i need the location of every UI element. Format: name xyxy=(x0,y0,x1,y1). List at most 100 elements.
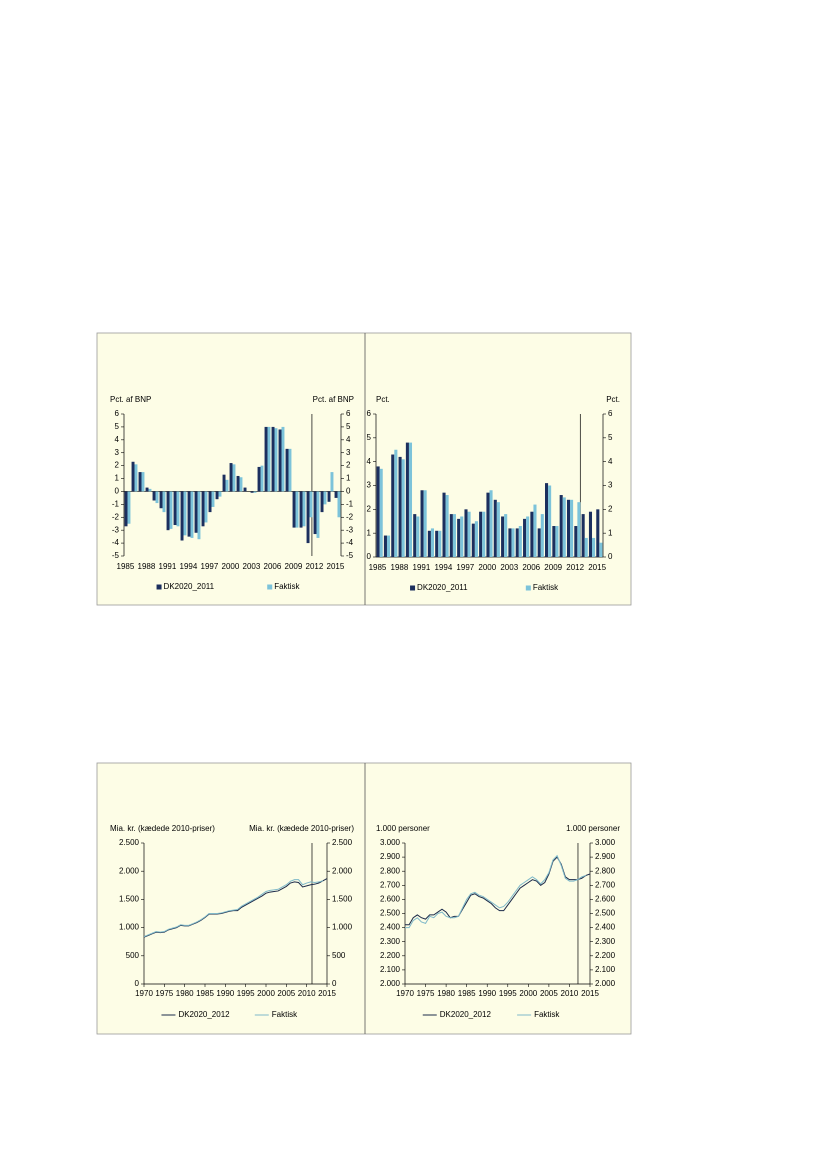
y-tick-label: 6 xyxy=(115,409,120,418)
y2-tick-label: 2.300 xyxy=(595,937,616,946)
y-tick-label: 4 xyxy=(115,435,120,444)
legend-swatch xyxy=(525,585,531,591)
bar xyxy=(169,491,173,529)
bar xyxy=(515,528,519,557)
y2-tick-label: 5 xyxy=(346,422,351,431)
x-tick-label: 1988 xyxy=(138,562,156,571)
bar xyxy=(159,491,163,509)
y2-tick-label: 1.000 xyxy=(332,923,353,932)
bar xyxy=(566,499,571,557)
bar xyxy=(540,514,544,557)
y-tick-label: 1 xyxy=(367,528,372,537)
bar xyxy=(313,491,317,535)
x-tick-label: 2003 xyxy=(500,563,518,572)
x-tick-label: 1985 xyxy=(369,563,387,572)
bar xyxy=(493,499,497,557)
x-tick-label: 2010 xyxy=(298,989,316,998)
bar xyxy=(173,491,177,526)
y2-axis-title: Pct. af BNP xyxy=(313,395,354,404)
y-tick-label: 1.000 xyxy=(119,923,140,932)
y-tick-label: 3 xyxy=(367,481,372,490)
y-tick-label: -1 xyxy=(112,499,120,508)
bar xyxy=(306,491,310,544)
y2-tick-label: 2.600 xyxy=(595,895,616,904)
x-tick-label: 1994 xyxy=(180,562,198,571)
bar xyxy=(430,528,434,557)
bar xyxy=(570,499,574,557)
bar xyxy=(260,465,264,492)
bar xyxy=(526,516,530,557)
y-tick-label: 2.700 xyxy=(380,880,401,889)
y2-tick-label: 3.000 xyxy=(595,838,616,847)
bar xyxy=(552,526,556,557)
legend-label: Faktisk xyxy=(272,1010,298,1019)
legend-label: Faktisk xyxy=(534,1010,560,1019)
bar xyxy=(386,535,391,557)
bar xyxy=(379,468,383,557)
y2-tick-label: 2.500 xyxy=(595,909,616,918)
y2-tick-label: 2.700 xyxy=(595,880,616,889)
bar xyxy=(592,537,596,557)
y2-axis-title: Mia. kr. (kædede 2010-priser) xyxy=(249,824,354,833)
bar xyxy=(504,514,508,557)
bar xyxy=(187,491,191,537)
x-tick-label: 1970 xyxy=(135,989,153,998)
bar xyxy=(460,516,464,557)
bar xyxy=(464,509,468,557)
bar xyxy=(218,491,222,497)
bar xyxy=(577,502,581,557)
y-tick-label: 4 xyxy=(367,457,372,466)
x-tick-label: 2012 xyxy=(306,562,324,571)
bar xyxy=(295,491,299,528)
bar xyxy=(225,479,229,492)
bar xyxy=(337,491,341,518)
y-tick-label: 2.400 xyxy=(380,923,401,932)
bar xyxy=(183,491,187,536)
y-axis-title: Mia. kr. (kædede 2010-priser) xyxy=(110,824,215,833)
bar xyxy=(124,491,128,527)
bar xyxy=(588,511,593,557)
y2-tick-label: 0 xyxy=(332,979,337,988)
x-tick-label: 2015 xyxy=(327,562,345,571)
bar xyxy=(232,464,236,492)
legend-label: DK2020_2011 xyxy=(164,582,215,591)
bar xyxy=(176,491,180,527)
x-tick-label: 1970 xyxy=(396,989,414,998)
y-axis-title: Pct. xyxy=(376,395,390,404)
bar xyxy=(257,466,261,492)
bar xyxy=(292,491,296,528)
bar xyxy=(236,475,240,492)
bar xyxy=(394,449,398,557)
legend-label: Faktisk xyxy=(274,582,300,591)
bar xyxy=(211,491,215,507)
x-tick-label: 2009 xyxy=(544,563,562,572)
x-tick-label: 1990 xyxy=(478,989,496,998)
y-tick-label: 2.800 xyxy=(380,866,401,875)
bar xyxy=(489,490,493,557)
legend-label: Faktisk xyxy=(533,583,559,592)
x-tick-label: 2009 xyxy=(285,562,303,571)
y2-tick-label: 1.500 xyxy=(332,895,353,904)
bar xyxy=(383,535,387,557)
y2-tick-label: -5 xyxy=(346,551,354,560)
bar xyxy=(438,530,442,557)
bar xyxy=(584,537,588,557)
y-tick-label: 1.500 xyxy=(119,895,140,904)
bar xyxy=(215,491,219,500)
legend-label: DK2020_2011 xyxy=(417,583,468,592)
x-tick-label: 1997 xyxy=(201,562,219,571)
y2-tick-label: -1 xyxy=(346,499,354,508)
bar xyxy=(559,495,563,557)
y2-tick-label: 2 xyxy=(608,504,613,513)
y2-axis-title: Pct. xyxy=(606,395,620,404)
y-tick-label: 3 xyxy=(115,448,120,457)
y2-tick-label: 3 xyxy=(608,481,613,490)
x-tick-label: 1991 xyxy=(159,562,177,571)
y-tick-label: 500 xyxy=(126,951,140,960)
bar xyxy=(134,464,138,492)
y-tick-label: 2.100 xyxy=(380,965,401,974)
x-tick-label: 2015 xyxy=(588,563,606,572)
bar xyxy=(562,497,566,557)
y-tick-label: 2.600 xyxy=(380,895,401,904)
